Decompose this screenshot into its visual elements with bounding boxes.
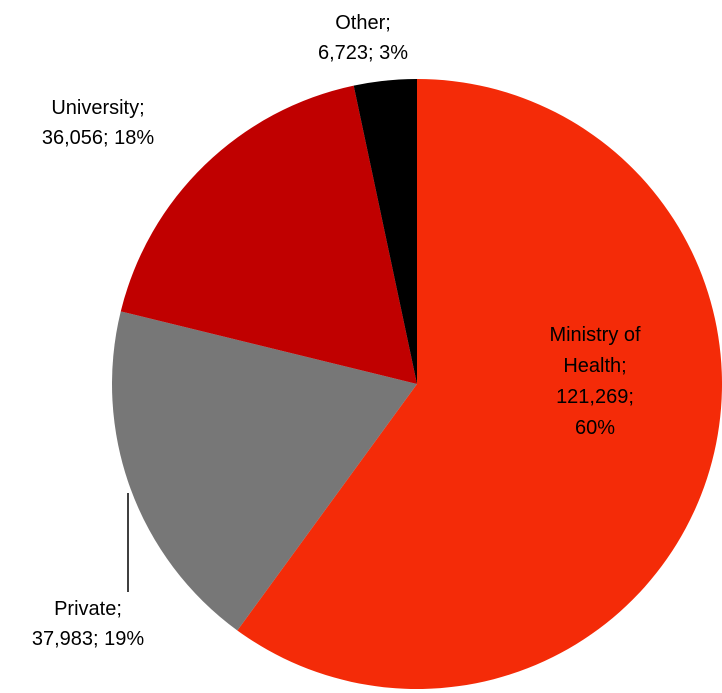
data-label-line: 36,056; 18% bbox=[42, 127, 155, 149]
data-label-private: Private; 37,983; 19% bbox=[32, 598, 145, 650]
data-label-line: 121,269; bbox=[556, 386, 634, 408]
pie-slice-ministry-of-health bbox=[237, 79, 722, 689]
data-label-line: Other; bbox=[335, 12, 391, 34]
data-label-university: University; 36,056; 18% bbox=[42, 97, 155, 149]
pie-slices bbox=[112, 79, 722, 689]
data-label-ministry-of-health: Ministry of Health; 121,269; 60% bbox=[549, 324, 641, 439]
data-label-line: 37,983; 19% bbox=[32, 628, 145, 650]
data-label-line: University; bbox=[51, 97, 144, 119]
data-label-other: Other; 6,723; 3% bbox=[318, 12, 408, 64]
data-label-line: 6,723; 3% bbox=[318, 42, 408, 64]
data-label-line: 60% bbox=[575, 417, 615, 439]
pie-slice-other bbox=[353, 79, 417, 384]
pie-slice-university bbox=[120, 85, 418, 384]
data-label-line: Private; bbox=[54, 598, 122, 620]
data-label-line: Ministry of bbox=[549, 324, 641, 346]
data-label-line: Health; bbox=[563, 355, 626, 377]
pie-slice-private bbox=[112, 311, 418, 631]
slice-labels: Ministry of Health; 121,269; 60% Private; 37,… bbox=[32, 12, 641, 650]
